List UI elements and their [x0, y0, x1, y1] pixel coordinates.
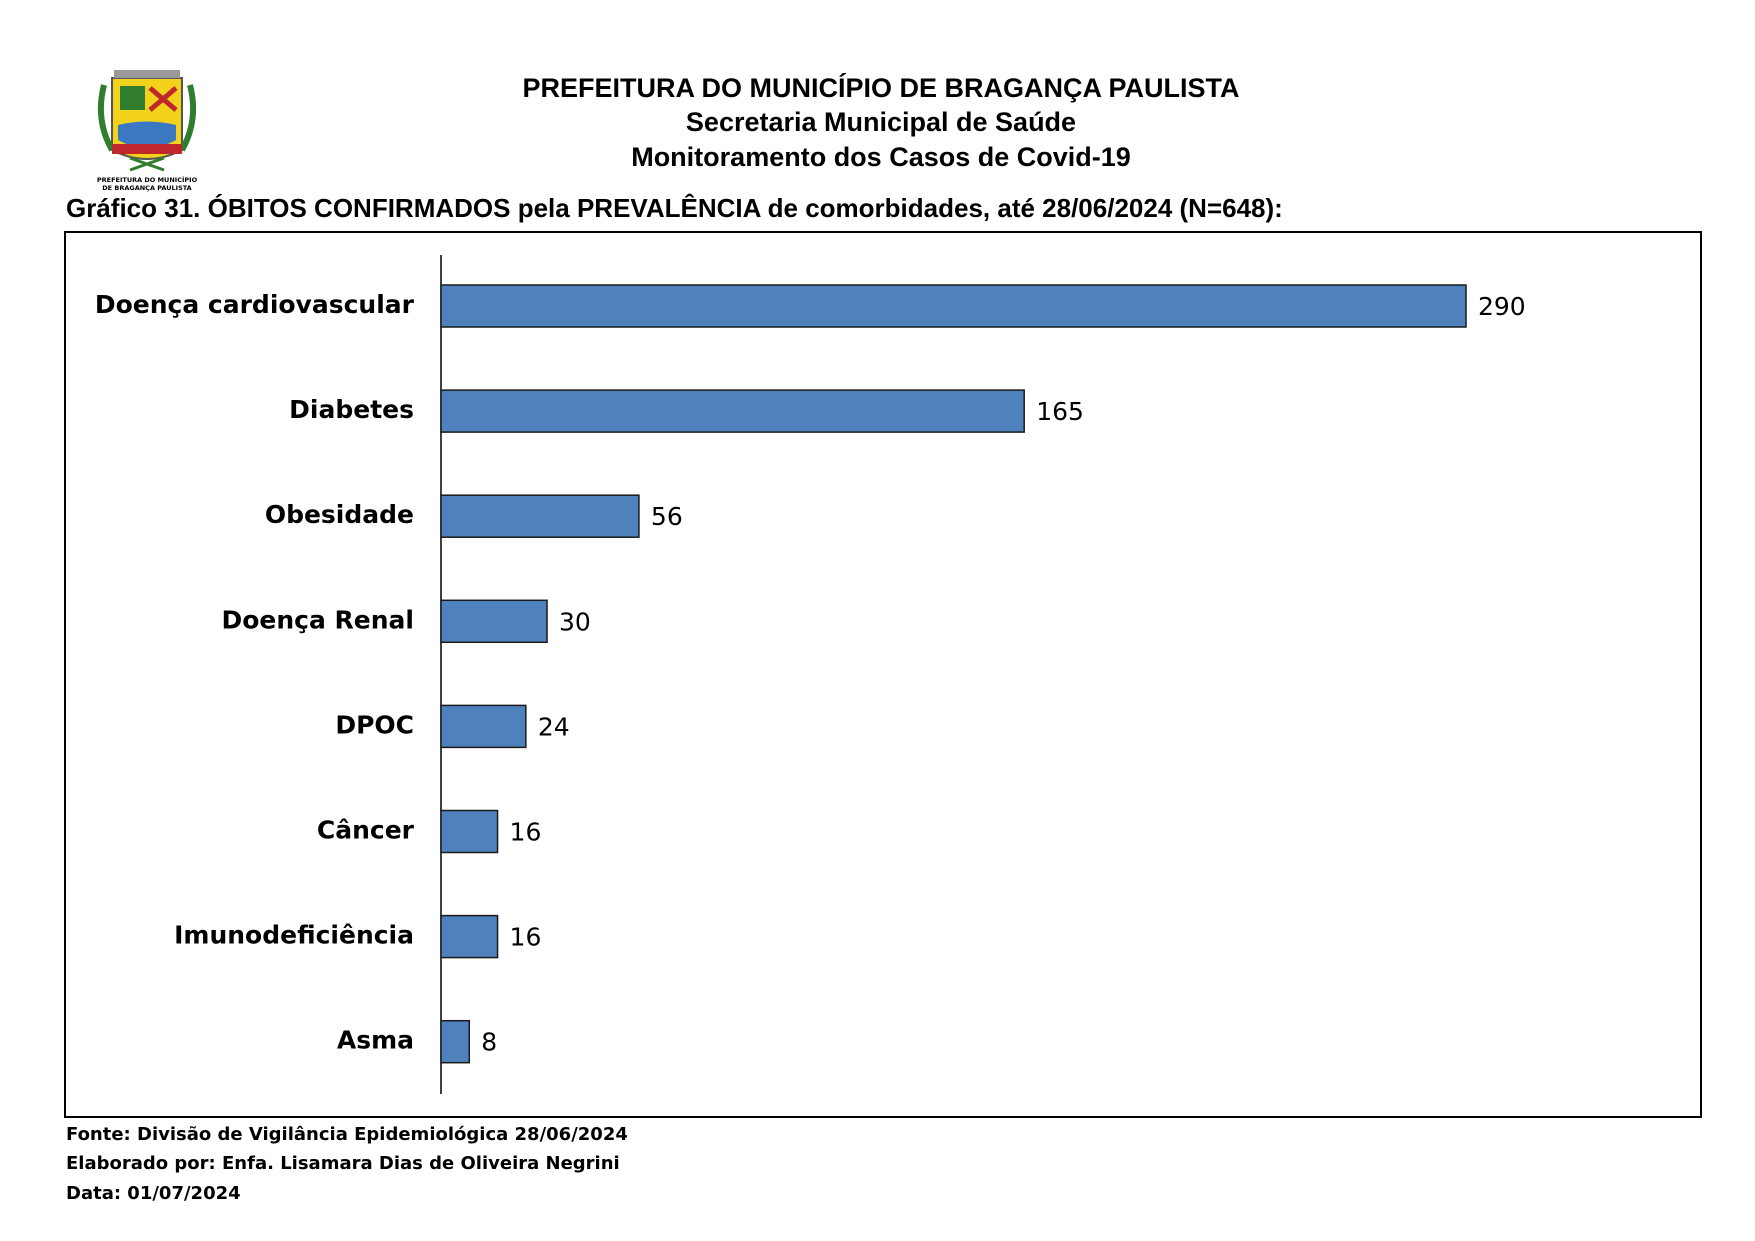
value-label: 8	[481, 1028, 497, 1057]
category-label: DPOC	[335, 710, 414, 739]
bar	[440, 914, 499, 959]
header-line: Monitoramento dos Casos de Covid-19	[631, 142, 1131, 172]
bar	[440, 704, 527, 749]
category-label: Diabetes	[289, 395, 414, 424]
chart-frame	[64, 231, 1702, 1118]
value-label: 290	[1478, 292, 1526, 321]
footer-line: Elaborado por: Enfa. Lisamara Dias de Ol…	[66, 1153, 620, 1174]
header-line: Secretaria Municipal de Saúde	[686, 107, 1076, 137]
category-label: Imunodeficiência	[174, 921, 414, 950]
footer-line: Data: 01/07/2024	[66, 1183, 241, 1204]
value-label: 24	[538, 712, 570, 741]
value-label: 165	[1036, 397, 1084, 426]
category-label: Câncer	[317, 816, 415, 845]
chart-title: Gráfico 31. ÓBITOS CONFIRMADOS pela PREV…	[66, 193, 1283, 223]
category-label: Doença Renal	[221, 605, 414, 634]
category-label: Doença cardiovascular	[95, 290, 415, 319]
bar	[440, 389, 1025, 433]
logo-text: DE BRAGANÇA PAULISTA	[102, 184, 191, 192]
value-label: 56	[651, 502, 683, 531]
footer-line: Fonte: Divisão de Vigilância Epidemiológ…	[66, 1124, 628, 1145]
bar	[440, 809, 499, 854]
logo: PREFEITURA DO MUNICÍPIO DE BRAGANÇA PAUL…	[97, 70, 198, 192]
logo-text: PREFEITURA DO MUNICÍPIO	[97, 175, 198, 184]
value-label: 16	[510, 923, 542, 952]
value-label: 16	[510, 818, 542, 847]
bar	[440, 284, 1467, 328]
category-label: Obesidade	[265, 500, 414, 529]
value-label: 30	[559, 607, 591, 636]
header-line: PREFEITURA DO MUNICÍPIO DE BRAGANÇA PAUL…	[522, 72, 1239, 103]
bar	[440, 599, 548, 644]
bar	[440, 494, 640, 538]
category-label: Asma	[337, 1026, 414, 1055]
bar	[440, 1019, 471, 1064]
